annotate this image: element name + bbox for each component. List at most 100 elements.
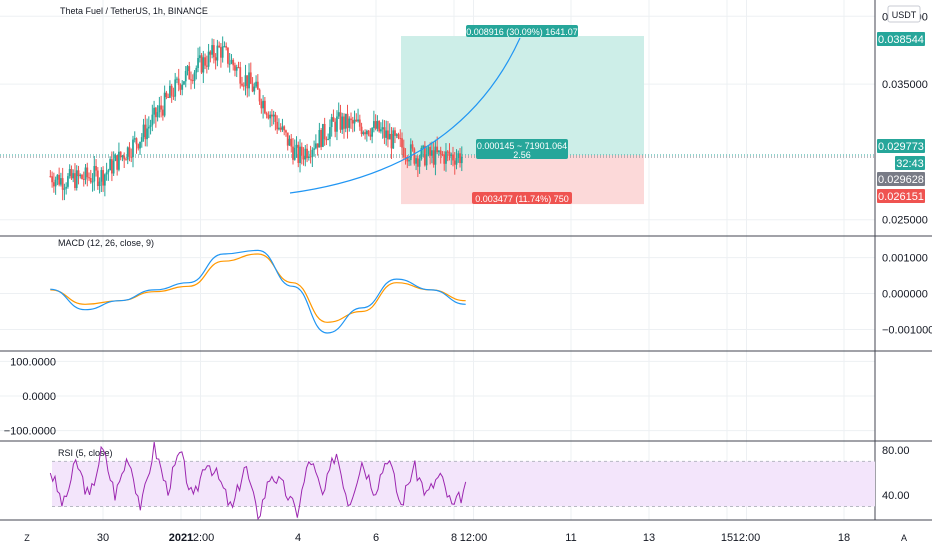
candle-body [107, 170, 110, 173]
symbol-title: Theta Fuel / TetherUS, 1h, BINANCE [60, 6, 208, 16]
candle-body [427, 146, 430, 155]
currency-label: USDT [892, 10, 917, 20]
candle-body [193, 72, 196, 81]
candle-body [232, 59, 235, 66]
candle-body [156, 112, 159, 118]
candle-body [321, 124, 324, 147]
candle-body [167, 97, 170, 99]
macd-title: MACD (12, 26, close, 9) [58, 238, 154, 248]
candle-body [79, 174, 82, 177]
target-label-text: 0.008916 (30.09%) 1641.07 [466, 27, 578, 37]
candle-body [169, 85, 171, 98]
candle-body [54, 179, 57, 187]
candle-body [130, 156, 133, 158]
candle-body [144, 124, 147, 140]
candle-body [358, 119, 361, 127]
countdown: 32:43 [896, 158, 924, 170]
candle-body [170, 85, 173, 96]
candle-body [133, 138, 136, 140]
zoom-button[interactable]: Z [24, 533, 30, 543]
candle-body [147, 126, 150, 129]
candle-body [283, 126, 286, 131]
candle-body [432, 150, 435, 165]
time-tick-label: 6 [373, 532, 379, 544]
candle-body [320, 130, 323, 147]
candle-body [457, 153, 460, 159]
candle-body [70, 169, 73, 179]
candle-body [258, 89, 261, 102]
candle-body [183, 81, 185, 85]
macd-line [50, 249, 466, 334]
candle-body [179, 85, 182, 90]
countdown-tag: 32:43 [895, 156, 925, 170]
candle-body [260, 101, 263, 109]
candle-body [346, 113, 349, 128]
currency-button[interactable]: USDT [887, 5, 921, 23]
candle-body [158, 105, 161, 113]
candle-body [418, 159, 421, 167]
candle-body [149, 125, 152, 127]
candle-body [334, 121, 337, 132]
candle-body [425, 154, 428, 166]
candle-body [255, 81, 257, 87]
candle-body [285, 130, 287, 133]
candle-body [411, 144, 414, 149]
candle-body [225, 46, 228, 48]
candle-body [343, 116, 345, 129]
trend-curve-drawing[interactable] [289, 37, 521, 194]
candle-body [336, 116, 338, 132]
rsi-pane [49, 442, 875, 521]
macd-pane [50, 249, 466, 334]
candle-body [302, 155, 305, 160]
candle-body [409, 144, 412, 161]
time-tick-label: 18 [838, 532, 850, 544]
candle-body [453, 160, 456, 165]
candle-body [49, 176, 52, 178]
time-tick-label: 30 [97, 532, 109, 544]
candle-body [212, 45, 215, 58]
candle-body [93, 166, 96, 182]
candle-body [218, 45, 221, 48]
candle-body [385, 130, 388, 138]
candle-body [140, 137, 143, 142]
candle-body [304, 148, 307, 160]
auto-scale-button[interactable]: A [901, 533, 907, 543]
candle-body [441, 154, 444, 156]
long-position-tool[interactable]: 0.008916 (30.09%) 1641.07 0.000145 ~ 7190… [0, 25, 875, 205]
candle-body [332, 117, 335, 122]
candle-body [139, 141, 141, 149]
candle-body [402, 147, 405, 157]
candle-body [65, 186, 68, 189]
take-profit-price-tag: 0.038544 [877, 32, 925, 46]
candle-body [416, 158, 419, 167]
zoom-button-label: Z [24, 533, 30, 543]
time-tick-label: 2021 [169, 532, 193, 544]
candle-body [329, 127, 331, 139]
candle-body [153, 107, 155, 115]
candle-body [237, 67, 240, 69]
candle-body [434, 146, 437, 165]
candle-body [279, 127, 282, 130]
candle-body [239, 67, 242, 84]
candle-body [309, 156, 312, 158]
candle-body [234, 65, 236, 71]
candle-body [406, 157, 409, 162]
candle-body [353, 119, 356, 124]
candle-body [372, 121, 375, 128]
candle-body [102, 170, 104, 186]
candle-body [214, 57, 217, 61]
candle-body [351, 120, 354, 124]
time-tick-label: 15 [721, 532, 733, 544]
candle-body [230, 59, 233, 64]
time-tick-label: 12:00 [187, 532, 215, 544]
candle-body [68, 169, 71, 177]
candle-body [121, 155, 124, 158]
current-price-tag: 0.029628 [877, 172, 925, 186]
candle-body [190, 79, 192, 81]
candle-body [227, 47, 229, 64]
candle-body [274, 114, 277, 122]
candlestick-series [49, 36, 463, 201]
